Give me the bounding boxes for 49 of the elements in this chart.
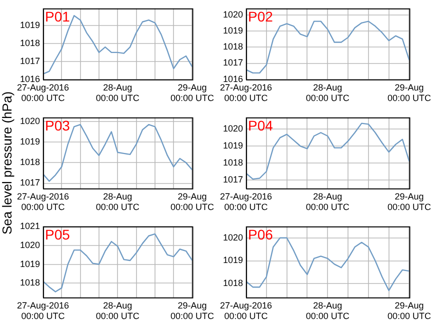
y-tick-label: 1017 [20,56,40,66]
x-tick-label: 27-Aug-2016 00:00 UTC [16,82,70,104]
y-tick-label: 1016 [20,74,40,84]
x-tick-label: 27-Aug-2016 00:00 UTC [16,191,70,212]
y-tick-label: 1017 [20,178,40,188]
y-tick-label: 1017 [222,174,244,184]
chart-title: P01 [45,8,70,24]
chart-title: P04 [248,117,274,134]
x-tick-label: 29-Aug 00:00 UTC [170,191,214,212]
x-tick-label: 28-Aug 00:00 UTC [306,191,350,212]
chart-title: P05 [45,226,70,242]
y-tick-label: 1018 [20,278,40,288]
chart-title: P03 [45,117,70,134]
y-tick-label: 1020 [20,116,40,126]
y-tick-label: 1018 [222,158,244,168]
y-tick-label: 1019 [222,140,244,151]
x-tick-label: 29-Aug 00:00 UTC [387,82,432,104]
y-tick-label: 1017 [222,58,244,68]
y-tick-label: 1019 [222,25,244,36]
y-tick-label: 1020 [222,9,244,20]
x-tick-label: 29-Aug 00:00 UTC [170,82,214,104]
y-tick-label: 1019 [222,255,244,266]
y-tick-label: 1018 [222,42,244,52]
x-tick-label: 27-Aug-2016 00:00 UTC [220,300,272,322]
x-tick-label: 29-Aug 00:00 UTC [387,191,432,212]
y-tick-label: 1018 [20,157,40,168]
x-tick-label: 29-Aug 00:00 UTC [170,300,214,322]
x-tick-label: 28-Aug 00:00 UTC [96,82,140,104]
y-tick-label: 1019 [20,136,40,147]
x-tick-label: 28-Aug 00:00 UTC [96,300,140,322]
y-tick-label: 1018 [222,278,244,288]
y-tick-label: 1021 [20,220,40,231]
x-tick-label: 28-Aug 00:00 UTC [306,82,350,104]
x-tick-label: 27-Aug-2016 00:00 UTC [220,82,272,104]
x-tick-label: 27-Aug-2016 00:00 UTC [220,191,272,212]
chart-title: P02 [248,8,274,24]
y-tick-label: 1019 [20,258,40,269]
x-tick-label: 28-Aug 00:00 UTC [96,191,140,212]
y-axis-title: Sea level pressure (hPa) [0,91,14,235]
chart-title: P06 [248,226,274,242]
y-tick-label: 1019 [20,20,40,30]
y-tick-label: 1016 [222,74,244,84]
x-tick-label: 29-Aug 00:00 UTC [387,300,432,322]
y-tick-label: 1020 [20,240,40,250]
x-tick-label: 27-Aug-2016 00:00 UTC [16,300,70,322]
y-tick-label: 1020 [222,124,244,134]
y-tick-label: 1020 [222,232,244,242]
y-tick-label: 1018 [20,38,40,48]
x-tick-label: 28-Aug 00:00 UTC [306,300,350,322]
